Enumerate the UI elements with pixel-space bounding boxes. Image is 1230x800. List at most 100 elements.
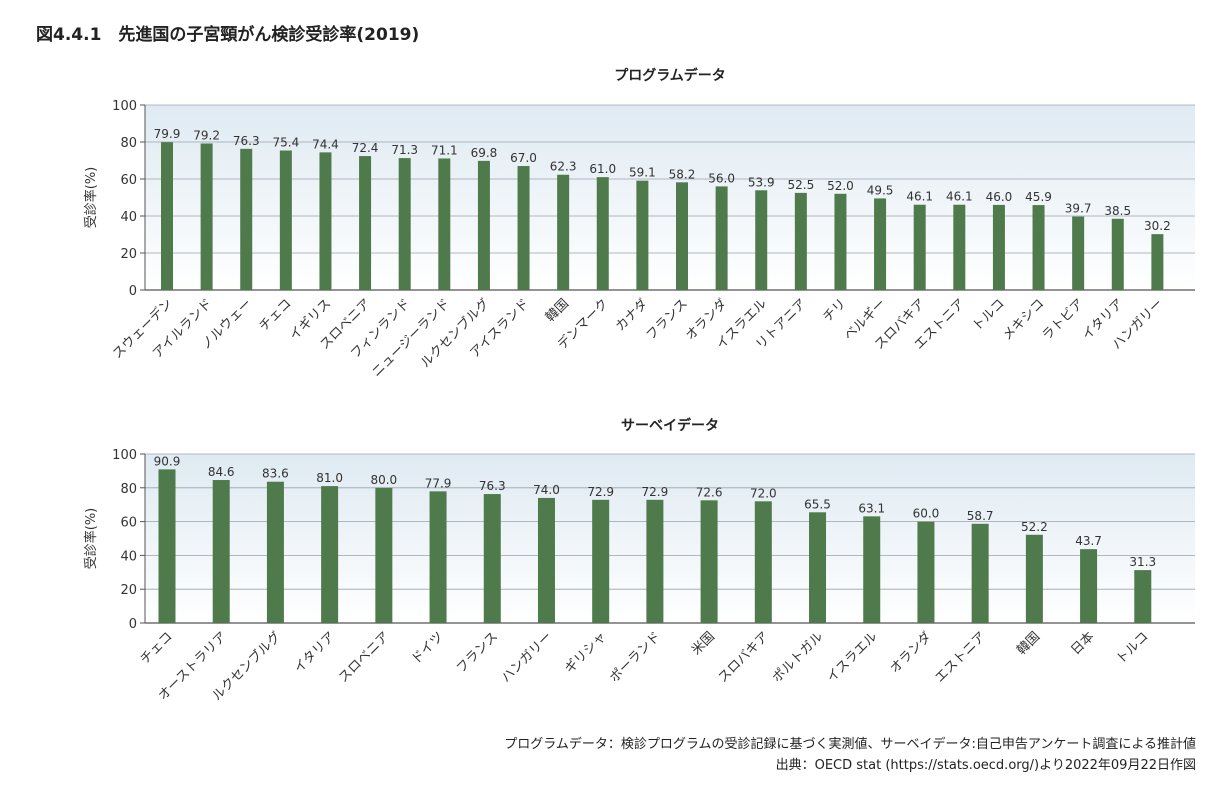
y-tick-label: 100 [112, 99, 137, 114]
bar [212, 480, 230, 623]
y-tick-label: 40 [120, 210, 137, 225]
value-label: 63.1 [858, 501, 885, 515]
category-label: ルクセンブルグ [417, 296, 492, 371]
value-label: 59.1 [629, 166, 656, 180]
value-label: 72.0 [750, 486, 777, 500]
category-label: メキシコ [1000, 296, 1047, 343]
y-tick-label: 0 [129, 617, 137, 632]
value-label: 80.0 [370, 473, 397, 487]
value-label: 75.4 [272, 136, 299, 150]
bar [596, 177, 609, 290]
bar [429, 491, 447, 623]
value-label: 74.0 [533, 483, 560, 497]
plot-background [145, 454, 1195, 623]
value-label: 49.5 [867, 183, 894, 197]
category-label: ギリシャ [562, 629, 609, 676]
value-label: 79.9 [154, 127, 181, 141]
bar [438, 158, 451, 290]
value-label: 65.5 [804, 497, 831, 511]
bar [953, 204, 966, 290]
category-label: ラトビア [1040, 296, 1087, 343]
footnote-definitions: プログラムデータ：検診プログラムの受診記録に基づく実測値、サーベイデータ:自己申… [504, 737, 1196, 752]
value-label: 46.1 [906, 190, 933, 204]
bar [913, 204, 926, 290]
category-label: スロバキア [716, 629, 773, 686]
category-label: フランス [644, 296, 691, 343]
category-label: トルコ [1114, 629, 1152, 667]
bar [863, 516, 881, 623]
y-tick-label: 80 [120, 482, 137, 497]
bar [794, 192, 807, 290]
bar [676, 182, 688, 290]
value-label: 61.0 [589, 162, 616, 176]
value-label: 52.5 [787, 178, 814, 192]
bar [917, 521, 935, 623]
category-label: イタリア [291, 629, 338, 676]
y-tick-label: 40 [120, 549, 137, 564]
category-label: 米国 [689, 629, 718, 658]
bar [537, 497, 555, 623]
category-label: スロベニア [336, 629, 393, 686]
y-tick-label: 0 [129, 284, 137, 299]
bar [359, 156, 372, 290]
figure-title: 図4.4.1 先進国の子宮頸がん検診受診率(2019) [36, 25, 420, 45]
category-label: ドイツ [409, 629, 447, 667]
value-label: 72.9 [642, 485, 669, 499]
bar [557, 174, 570, 290]
bar [398, 158, 411, 290]
bar [158, 469, 176, 623]
bar [834, 193, 847, 290]
value-label: 46.1 [946, 190, 973, 204]
bar [266, 481, 284, 623]
bar [200, 143, 213, 290]
y-tick-label: 60 [120, 516, 137, 531]
value-label: 71.3 [391, 143, 418, 157]
y-tick-label: 20 [120, 247, 137, 262]
bar [279, 150, 292, 290]
value-label: 79.2 [193, 128, 220, 142]
value-label: 76.3 [479, 479, 506, 493]
bar [240, 148, 253, 290]
bar [1134, 570, 1152, 623]
value-label: 81.0 [316, 471, 343, 485]
bar [477, 160, 490, 290]
bar [1032, 205, 1045, 290]
value-label: 67.0 [510, 151, 537, 165]
value-label: 39.7 [1065, 202, 1092, 216]
category-label: ポルトガル [770, 629, 827, 686]
y-tick-label: 60 [120, 173, 137, 188]
value-label: 71.1 [431, 143, 458, 157]
y-tick-label: 80 [120, 136, 137, 151]
value-label: 56.0 [708, 171, 735, 185]
survey-data-chart: サーベイデータ020406080100受診率(%)90.9チェコ84.6オースト… [83, 417, 1195, 704]
y-tick-label: 20 [120, 583, 137, 598]
value-label: 58.7 [967, 509, 994, 523]
value-label: 90.9 [154, 454, 181, 468]
value-label: 72.9 [587, 485, 614, 499]
bar [874, 198, 887, 290]
chart-title: プログラムデータ [614, 67, 726, 84]
category-label: フランス [454, 629, 501, 676]
category-label: カナダ [613, 296, 651, 334]
value-label: 84.6 [208, 465, 235, 479]
category-label: ポーランド [607, 629, 664, 686]
bar [992, 204, 1005, 290]
y-axis-label: 受診率(%) [83, 508, 99, 570]
bar [1080, 549, 1098, 623]
value-label: 52.0 [827, 179, 854, 193]
chart-title: サーベイデータ [621, 417, 719, 434]
bar [636, 180, 649, 290]
value-label: 46.0 [986, 190, 1013, 204]
footnote-source: 出典：OECD stat (https://stats.oecd.org/)より… [775, 758, 1196, 773]
y-axis-label: 受診率(%) [83, 167, 99, 229]
bar [592, 499, 610, 623]
category-label: トルコ [970, 296, 1008, 334]
bar [971, 523, 989, 623]
value-label: 43.7 [1075, 534, 1102, 548]
category-label: 韓国 [543, 296, 572, 325]
bar [1111, 218, 1124, 290]
category-label: エストニア [932, 629, 989, 686]
bar [715, 186, 728, 290]
bar [375, 487, 393, 623]
value-label: 60.0 [913, 507, 940, 521]
